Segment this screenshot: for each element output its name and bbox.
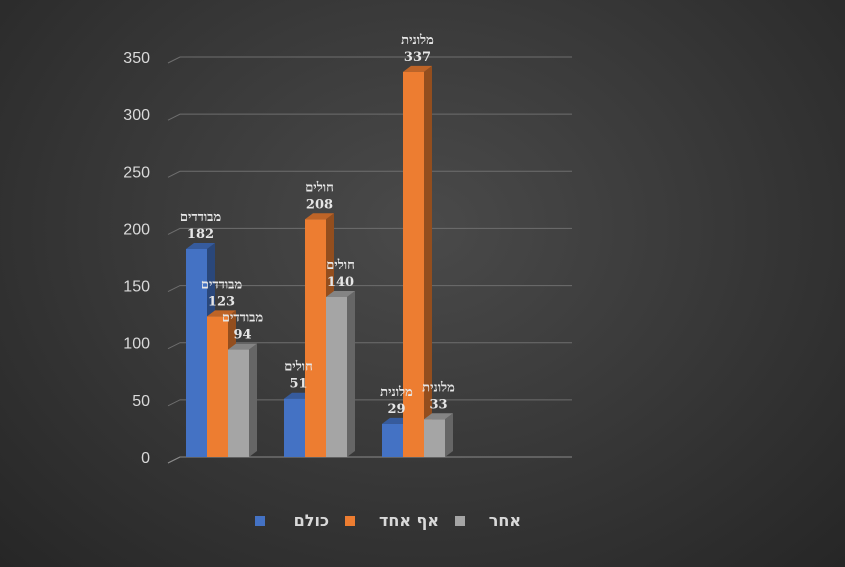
- legend-swatch: [455, 516, 465, 526]
- gridline: [167, 456, 572, 464]
- bar: [424, 419, 445, 457]
- data-label-category: מלונית: [401, 33, 434, 48]
- data-label-value: 182: [187, 227, 214, 242]
- legend-label: אחר: [489, 511, 521, 530]
- bar: [403, 71, 424, 457]
- bar-top: [424, 413, 453, 420]
- gridline: [167, 399, 572, 407]
- y-tick-label: 0: [141, 450, 150, 467]
- data-label-category: מלונית: [422, 380, 455, 395]
- legend-label: כולם: [294, 511, 329, 530]
- data-label-category: מבודדים: [201, 277, 243, 292]
- legend-swatch: [255, 516, 265, 526]
- y-tick-label: 150: [123, 279, 150, 296]
- data-labels: מבודדים 182 מבודדים 123 מבודדים 94 חולים 51 חולי…: [180, 33, 455, 417]
- bar: [382, 423, 403, 457]
- bar: [326, 297, 347, 457]
- legend-label: אף אחד: [379, 511, 439, 530]
- gridline: [167, 170, 572, 178]
- gridlines: [167, 56, 572, 464]
- gridline: [167, 342, 572, 350]
- bar-top: [403, 65, 432, 72]
- y-tick-label: 200: [123, 221, 150, 238]
- data-label-value: 51: [289, 377, 307, 392]
- bar-top: [305, 213, 334, 220]
- bar-side: [424, 65, 432, 457]
- data-label-value: 140: [327, 275, 354, 290]
- data-label-value: 337: [404, 50, 431, 65]
- data-label-category: מלונית: [380, 385, 413, 400]
- data-label-category: חולים: [326, 258, 355, 273]
- bar-side: [347, 291, 355, 457]
- data-label-category: מבודדים: [180, 210, 222, 225]
- y-tick-label: 250: [123, 164, 150, 181]
- bar-side: [249, 343, 257, 457]
- y-tick-label: 100: [123, 336, 150, 353]
- data-label-value: 208: [306, 197, 333, 212]
- bar: [207, 316, 228, 457]
- bar: [228, 349, 249, 457]
- bar-top: [228, 343, 257, 350]
- y-tick-label: 300: [123, 107, 150, 124]
- legend: כולם אף אחד אחר: [255, 511, 521, 530]
- gridline: [167, 285, 572, 293]
- bar-top: [326, 291, 355, 297]
- bar: [305, 219, 326, 457]
- data-label-value: 94: [233, 328, 251, 343]
- bar-top: [186, 243, 215, 249]
- data-label-category: מבודדים: [222, 311, 264, 326]
- bar: [186, 249, 207, 457]
- legend-swatch: [345, 516, 355, 526]
- y-tick-label: 50: [132, 393, 150, 410]
- gridline: [167, 227, 572, 235]
- data-label-value: 33: [429, 397, 447, 412]
- data-label-value: 123: [208, 294, 235, 309]
- gridline: [167, 56, 572, 64]
- bar-top: [207, 310, 236, 317]
- data-label-category: חולים: [305, 180, 334, 195]
- y-axis: 0 50 100 150 200 250 300 350: [123, 50, 150, 467]
- bar-side: [445, 413, 453, 457]
- bars: [186, 65, 453, 457]
- floor-line: [167, 456, 572, 464]
- bar: [284, 398, 305, 457]
- data-label-category: חולים: [284, 360, 313, 375]
- data-label-value: 29: [387, 402, 405, 417]
- y-tick-label: 350: [123, 50, 150, 67]
- gridline: [167, 113, 572, 121]
